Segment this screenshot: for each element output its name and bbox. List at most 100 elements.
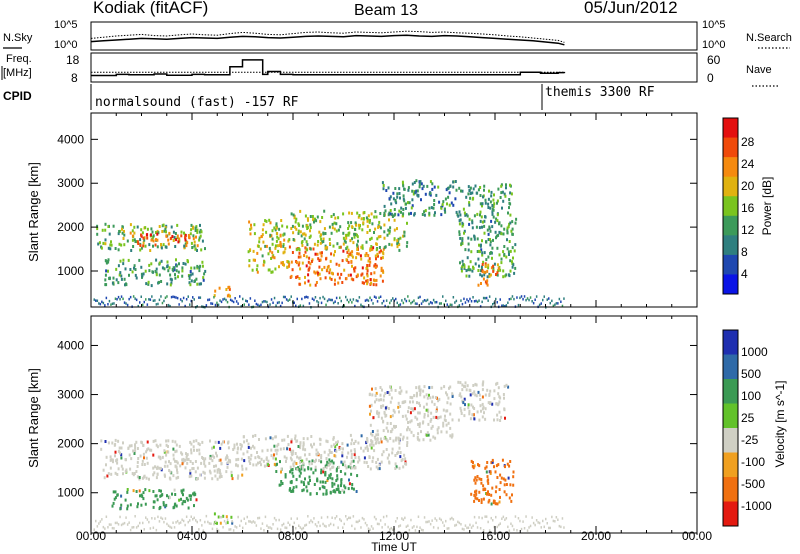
power-cell — [367, 214, 370, 218]
velocity-cell — [499, 396, 502, 400]
velocity-cell — [316, 524, 318, 528]
velocity-cell — [378, 398, 381, 402]
velocity-cell — [140, 440, 143, 444]
velocity-cell — [418, 423, 421, 426]
power-cell — [156, 232, 159, 236]
power-cell — [260, 303, 262, 307]
power-cell — [123, 233, 126, 237]
velocity-cell — [174, 464, 177, 468]
power-cell — [305, 255, 308, 259]
velocity-cell — [302, 481, 305, 485]
power-cell — [124, 283, 126, 287]
power-cell — [390, 299, 392, 302]
velocity-cell — [365, 461, 368, 465]
velocity-cell — [168, 469, 171, 472]
velocity-cell — [235, 526, 238, 529]
power-cell — [338, 276, 341, 280]
velocity-cell — [131, 526, 133, 529]
velocity-cell — [490, 502, 493, 506]
velocity-cell — [181, 452, 184, 456]
velocity-cell — [354, 439, 357, 443]
power-cell — [250, 226, 253, 230]
power-cell — [388, 211, 391, 215]
velocity-cell — [448, 527, 450, 530]
velocity-cell — [254, 521, 256, 524]
power-cell — [401, 299, 403, 302]
power-cell — [116, 298, 118, 301]
power-cell — [193, 266, 196, 270]
power-cell — [496, 201, 498, 205]
velocity-cell — [502, 393, 505, 396]
velocity-cell — [418, 425, 421, 428]
velocity-cell — [317, 521, 320, 524]
velocity-cell — [327, 463, 330, 467]
velocity-cell — [217, 515, 220, 519]
power-cell — [452, 203, 455, 207]
velocity-cell — [469, 523, 471, 527]
velocity-cell — [406, 444, 409, 447]
velocity-cell — [241, 464, 244, 468]
power-cell — [210, 302, 212, 305]
power-cell — [214, 289, 217, 293]
velocity-cell — [375, 465, 378, 469]
power-cell — [323, 297, 326, 301]
velocity-cell — [435, 415, 438, 419]
power-cell — [383, 236, 386, 240]
power-cell — [247, 250, 250, 254]
velocity-cell — [331, 484, 334, 488]
power-cell — [308, 256, 311, 260]
power-cell — [258, 236, 261, 240]
velocity-colorbar-swatch — [723, 354, 738, 380]
velocity-cell — [406, 428, 408, 432]
power-cell — [304, 250, 307, 254]
velocity-cell — [323, 524, 326, 528]
velocity-cell — [426, 431, 429, 435]
power-cell — [133, 225, 136, 229]
power-cell — [196, 228, 199, 232]
power-cell — [328, 298, 330, 301]
velocity-cell — [184, 500, 187, 504]
velocity-cell — [381, 453, 384, 457]
velocity-cell — [264, 515, 267, 519]
power-cell — [204, 269, 207, 273]
velocity-cell — [416, 436, 419, 439]
power-cell — [352, 241, 355, 245]
power-cell — [283, 263, 285, 267]
power-cell — [319, 251, 322, 255]
velocity-cell — [491, 402, 494, 406]
power-cell — [176, 296, 179, 300]
velocity-cell — [311, 520, 314, 524]
velocity-cell — [107, 526, 109, 529]
power-cell — [379, 295, 382, 298]
power-cell — [509, 191, 512, 195]
power-cell — [120, 295, 123, 298]
power-cell — [288, 238, 291, 242]
power-cell — [481, 204, 483, 208]
velocity-cell — [258, 516, 261, 520]
power-cell — [181, 299, 183, 303]
velocity-cell — [142, 452, 145, 456]
velocity-cell — [302, 447, 305, 451]
velocity-cell — [499, 495, 501, 499]
velocity-cell — [473, 499, 476, 503]
velocity-cell — [213, 469, 216, 473]
power-cell — [248, 259, 251, 263]
power-cell — [478, 250, 481, 254]
velocity-cell — [184, 523, 186, 527]
power-cell — [473, 300, 476, 303]
power-cell — [498, 253, 501, 257]
velocity-cell — [279, 528, 282, 531]
power-cell — [514, 243, 517, 247]
power-cell — [342, 249, 345, 253]
power-cell — [396, 245, 399, 249]
velocity-cell — [231, 520, 233, 523]
power-cell — [540, 302, 542, 305]
velocity-cell — [387, 391, 390, 394]
velocity-cell — [249, 462, 252, 465]
power-cell — [120, 274, 123, 278]
power-cell — [280, 261, 283, 265]
power-cell — [128, 273, 130, 277]
power-cell — [508, 201, 511, 205]
velocity-cell — [283, 438, 286, 442]
velocity-cell — [320, 468, 323, 472]
